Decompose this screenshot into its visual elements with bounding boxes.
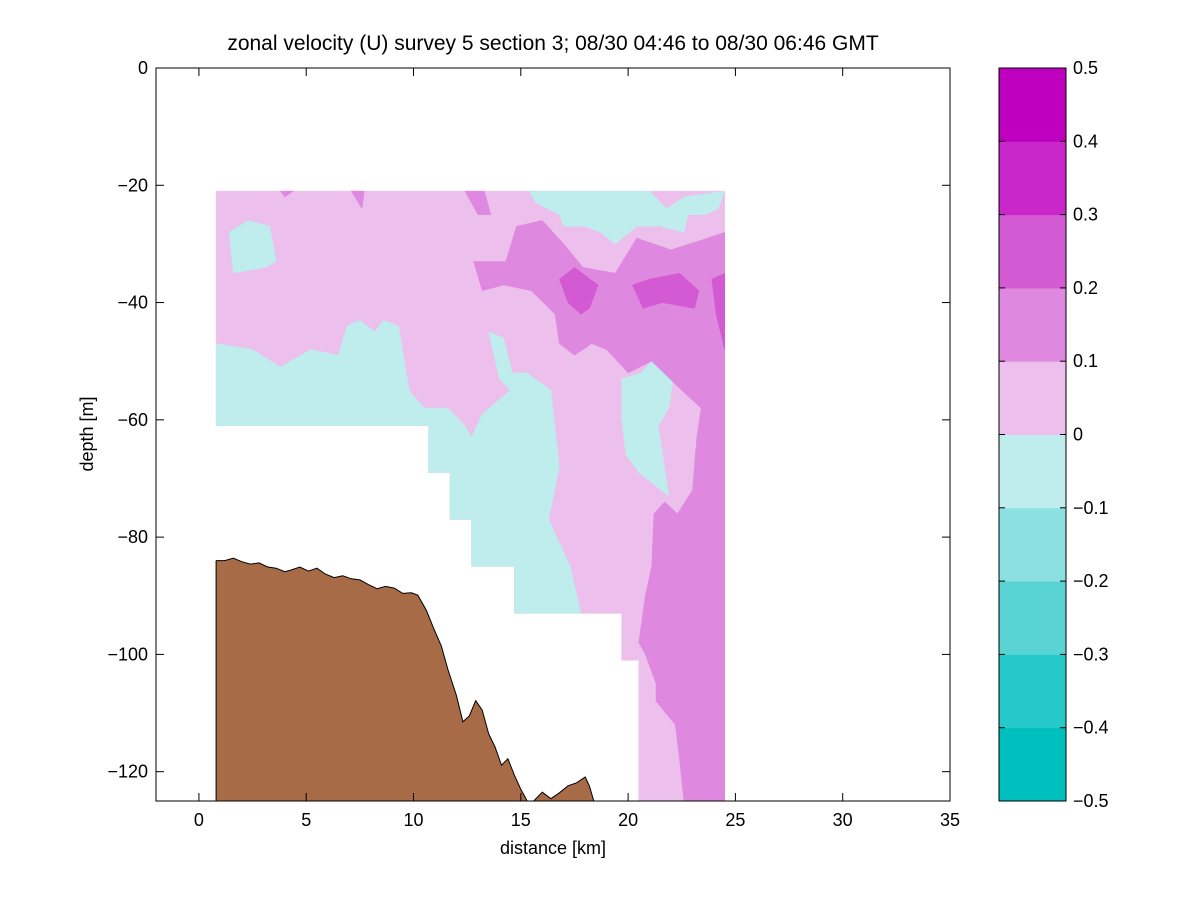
bathymetry-layer — [215, 557, 595, 801]
chart-title: zonal velocity (U) survey 5 section 3; 0… — [227, 32, 879, 55]
y-tick-label: −100 — [107, 644, 148, 664]
bathymetry-outline — [216, 557, 528, 801]
x-axis-ticks: 0 5 10 15 20 25 30 35 — [194, 68, 960, 830]
contour-region-10 — [632, 272, 700, 309]
contour-region-4 — [621, 360, 674, 497]
colorbar-tick-label: 0.3 — [1073, 205, 1098, 225]
y-tick-label: 0 — [138, 58, 148, 78]
colorbar-segment-7 — [999, 214, 1066, 289]
y-tick-label: −80 — [117, 527, 148, 547]
y-axis-ticks: 0 −20 −40 −60 −80 −100 −120 — [107, 58, 950, 782]
colorbar-segment-4 — [999, 434, 1066, 509]
colorbar-segment-5 — [999, 361, 1066, 435]
colorbar-tick-label: −0.4 — [1073, 718, 1109, 738]
colorbar-tick-label: −0.2 — [1073, 571, 1109, 591]
y-tick-label: −40 — [117, 293, 148, 313]
bathymetry-patch-outline — [533, 776, 595, 801]
y-tick-label: −20 — [117, 175, 148, 195]
contour-region-7 — [280, 190, 295, 198]
contour-region-5 — [473, 220, 725, 801]
bathymetry-fill — [216, 558, 528, 801]
x-tick-label: 15 — [511, 810, 531, 830]
colorbar-tick-label: −0.5 — [1073, 791, 1109, 811]
contour-region-11 — [711, 272, 725, 350]
x-tick-label: 20 — [618, 810, 638, 830]
colorbar-tick-label: −0.3 — [1073, 644, 1109, 664]
colorbar-segment-2 — [999, 581, 1066, 655]
contour-region-8 — [350, 190, 365, 210]
colorbar-segment-9 — [999, 68, 1066, 142]
x-axis-label: distance [km] — [500, 838, 606, 858]
colorbar-segment-0 — [999, 727, 1066, 802]
y-axis-label: depth [m] — [77, 396, 97, 471]
colorbar-tick-label: −0.1 — [1073, 498, 1109, 518]
colorbar-segment-8 — [999, 141, 1066, 216]
y-tick-label: −60 — [117, 410, 148, 430]
x-tick-label: 5 — [301, 810, 311, 830]
contour-region-3 — [528, 190, 726, 245]
colorbar: 0.5 0.4 0.3 0.2 0.1 0 −0.1 −0.2 −0.3 −0.4 −0.5 — [998, 58, 1109, 811]
colorbar-tick-label: 0.4 — [1073, 131, 1098, 151]
colorbar-tick-label: 0.2 — [1073, 278, 1098, 298]
y-tick-label: −120 — [107, 762, 148, 782]
colorbar-tick-label: 0.5 — [1073, 58, 1098, 78]
x-tick-label: 0 — [194, 810, 204, 830]
colorbar-segment-6 — [999, 287, 1066, 362]
x-tick-label: 25 — [725, 810, 745, 830]
colorbar-segment-3 — [999, 507, 1066, 582]
x-tick-label: 30 — [833, 810, 853, 830]
x-tick-label: 10 — [403, 810, 423, 830]
bathymetry-patch-fill — [533, 777, 594, 801]
x-tick-label: 35 — [940, 810, 960, 830]
contour-region-1 — [215, 319, 582, 614]
colorbar-tick-label: 0.1 — [1073, 351, 1098, 371]
contour-region-6 — [464, 190, 492, 215]
colorbar-tick-label: 0 — [1073, 425, 1083, 445]
plot-frame — [155, 67, 951, 802]
contour-region-9 — [559, 267, 599, 315]
contour-region-2 — [228, 220, 277, 274]
colorbar-segment-1 — [999, 654, 1066, 729]
contour-fill-layer — [215, 190, 726, 801]
